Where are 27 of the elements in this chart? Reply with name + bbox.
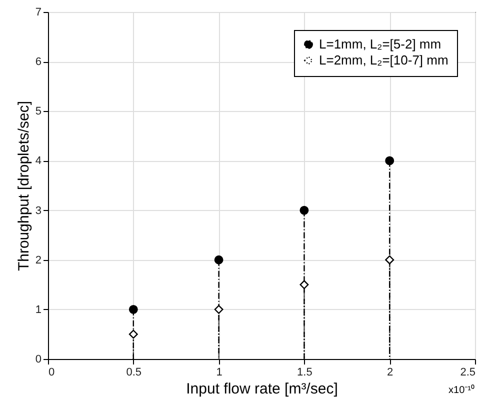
point	[385, 255, 394, 264]
x-tick-label: 2	[387, 366, 394, 378]
text: x10⁻¹⁰	[448, 384, 475, 396]
y-tick-label: 4	[35, 155, 42, 168]
y-tick-label: 0	[35, 354, 42, 366]
legend-label: L=2mm, L₂=[10-7] mm	[319, 52, 448, 68]
point	[128, 330, 138, 339]
point	[300, 280, 309, 290]
point	[385, 156, 394, 166]
y-tick-label: 6	[35, 56, 42, 68]
y-tick-label: 7	[35, 6, 42, 18]
point	[214, 304, 224, 314]
point	[214, 255, 224, 264]
x-tick-label: 0.5	[126, 366, 142, 378]
y-tick-label: 5	[35, 106, 42, 118]
point	[300, 206, 309, 215]
y-tick-label: 1	[35, 304, 42, 316]
y-tick-label: 2	[35, 254, 42, 266]
x-tick-label: 1.5	[297, 366, 312, 378]
x-axis-title: Input flow rate [m³/sec]	[186, 380, 338, 398]
y-axis-title: Throughput [droplets/sec]	[15, 100, 32, 272]
x-tick-label: 1	[216, 366, 222, 378]
x-tick-label: 0	[48, 366, 55, 378]
legend-label: L=1mm, L₂=[5-2] mm	[319, 36, 442, 52]
x-tick-label: 2.5	[460, 366, 476, 378]
y-tick-label: 3	[35, 204, 42, 217]
point	[128, 304, 138, 314]
